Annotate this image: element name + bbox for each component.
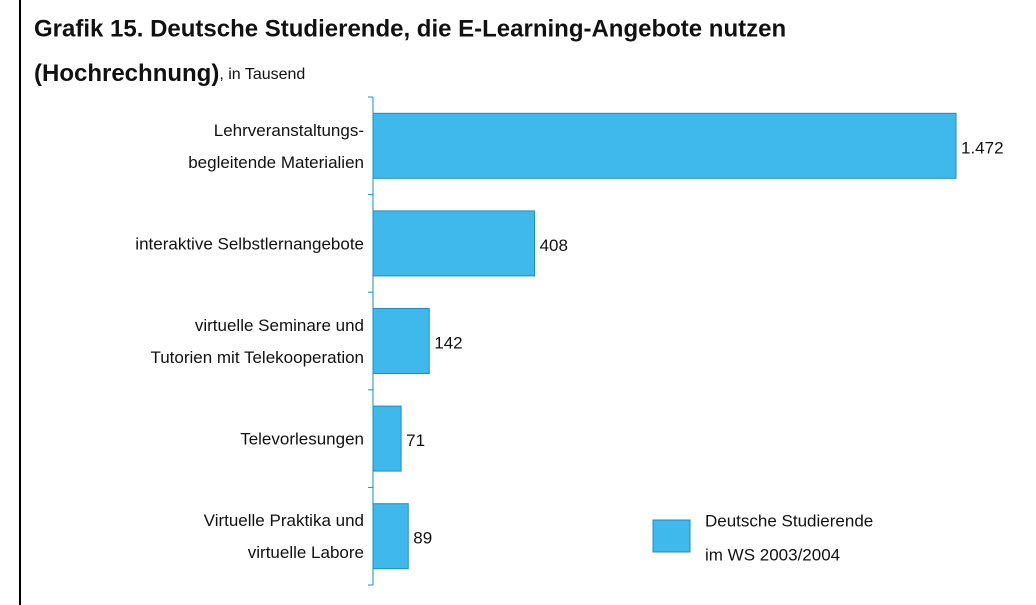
category-line: begleitende Materialien (188, 153, 364, 172)
chart-title: Grafik 15. Deutsche Studierende, die E-L… (34, 15, 786, 42)
chart-subtitle: (Hochrechnung), in Tausend (34, 60, 305, 87)
bar (372, 405, 402, 472)
category-line: Virtuelle Praktika und (204, 512, 364, 531)
category-label: Televorlesungen (240, 430, 364, 449)
category-label: Virtuelle Praktika und virtuelle Labore (204, 512, 364, 563)
bar (372, 308, 430, 374)
bar (372, 112, 957, 179)
bar (372, 210, 536, 277)
category-label: virtuelle Seminare und Tutorien mit Telek… (150, 316, 364, 367)
category-line: interaktive Selbstlernangebote (135, 235, 364, 254)
category-line: virtuelle Seminare und (195, 316, 364, 335)
legend-label: im WS 2003/2004 (705, 545, 840, 564)
value-label: 71 (406, 431, 425, 450)
category-line: Lehrveranstaltungs- (214, 121, 364, 140)
value-label: 89 (413, 529, 432, 548)
bar (372, 503, 409, 570)
value-label: 408 (540, 236, 568, 255)
legend-label: Deutsche Studierende (705, 511, 873, 530)
value-label: 1.472 (961, 138, 1004, 157)
category-line: Televorlesungen (240, 430, 364, 449)
category-line: Tutorien mit Telekooperation (150, 348, 364, 367)
legend-swatch (652, 519, 691, 553)
category-line: virtuelle Labore (248, 544, 364, 563)
category-label: Lehrveranstaltungs-begleitende Materiali… (188, 121, 364, 172)
category-label: interaktive Selbstlernangebote (135, 235, 364, 254)
unit-note: , in Tausend (219, 66, 305, 83)
subtitle-bold: (Hochrechnung) (34, 60, 219, 87)
value-label: 142 (434, 333, 462, 352)
